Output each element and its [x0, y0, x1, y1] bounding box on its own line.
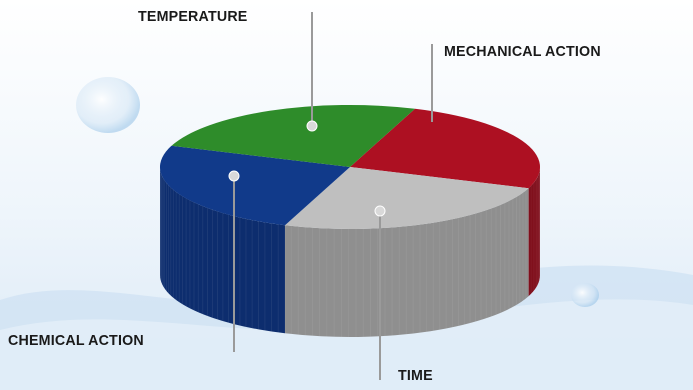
pie-top-chemical-action — [171, 104, 415, 167]
pointer-dot-time — [374, 205, 386, 217]
label-time: TIME — [398, 367, 433, 384]
pie-side-time — [160, 167, 286, 334]
water-wave-light — [0, 299, 693, 390]
label-temperature: TEMPERATURE — [138, 8, 248, 25]
pointer-dot-temperature — [306, 120, 318, 132]
pie-side-temperature — [528, 167, 540, 297]
pointer-dot-chemical-action — [228, 170, 240, 182]
pie-sides — [159, 167, 541, 338]
water-bubble-small — [571, 283, 599, 307]
water-bubble — [76, 77, 140, 133]
pointers — [228, 12, 433, 380]
pie-top-mechanical-action — [285, 167, 529, 229]
pie-top-time — [160, 145, 350, 226]
label-mechanical-action: MECHANICAL ACTION — [444, 43, 601, 60]
pie-top — [160, 104, 540, 229]
label-chemical-action: CHEMICAL ACTION — [8, 332, 144, 349]
pie-top-temperature — [350, 108, 540, 189]
pie-side-mechanical-action — [285, 188, 529, 338]
